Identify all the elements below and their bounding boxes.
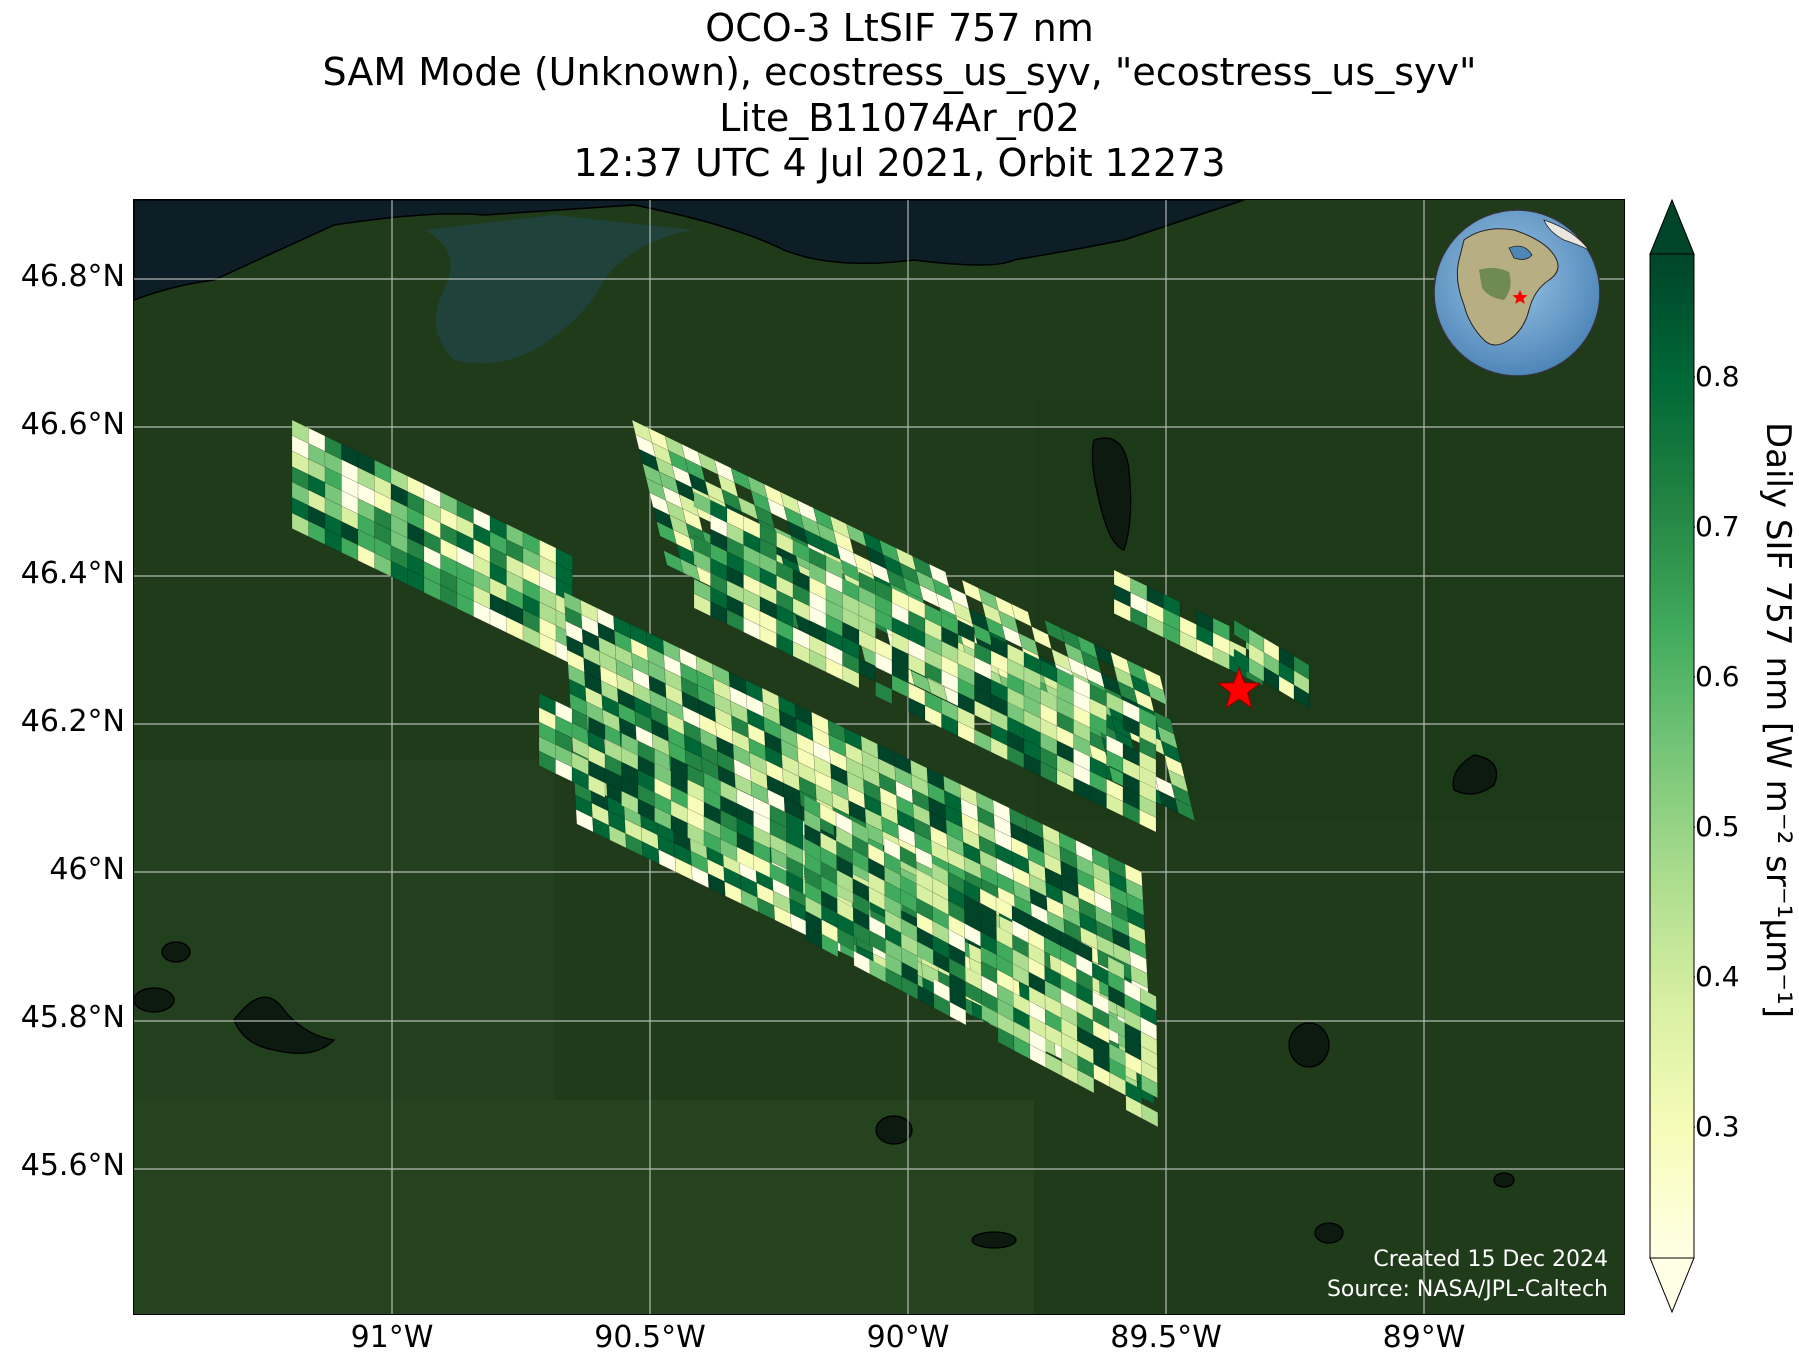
title-line-4: 12:37 UTC 4 Jul 2021, Orbit 12273: [573, 141, 1226, 185]
globe-hudson-bay: [1508, 245, 1533, 260]
sif-cell: [821, 933, 839, 958]
sif-cell: [949, 1001, 967, 1026]
colorbar-tick: 0.6: [1695, 660, 1740, 693]
lat-label: 45.6°N: [20, 1148, 125, 1183]
lat-label: 46.6°N: [20, 407, 125, 442]
sif-cell: [1293, 684, 1310, 709]
credit-created: Created 15 Dec 2024: [1373, 1247, 1608, 1272]
title-line-2: SAM Mode (Unknown), ecostress_us_syv, "e…: [322, 50, 1477, 94]
colorbar-label: Daily SIF 757 nm [W m⁻² sr⁻¹μm⁻¹]: [1758, 421, 1798, 1019]
title-line-3: Lite_B11074Ar_r02: [719, 96, 1080, 140]
sif-cell: [1139, 707, 1157, 731]
lake-superior: [134, 200, 1245, 301]
sif-cell: [1143, 667, 1164, 691]
lon-label: 90°W: [866, 1320, 950, 1355]
lat-label: 46.4°N: [20, 556, 125, 591]
sif-cell: [1141, 1074, 1158, 1099]
colorbar-tick: 0.7: [1695, 510, 1740, 543]
credit-source: Source: NASA/JPL-Caltech: [1326, 1277, 1608, 1302]
globe-greenland: [1543, 219, 1590, 251]
colorbar-tick: 0.5: [1695, 810, 1740, 843]
colorbar-tick: 0.8: [1695, 360, 1740, 393]
globe-forest-area: [1479, 267, 1511, 300]
graticule: [134, 200, 1624, 1314]
colorbar-min-extend: [1649, 1257, 1695, 1313]
title-line-1: OCO-3 LtSIF 757 nm: [705, 6, 1094, 50]
map-canvas[interactable]: [134, 200, 1624, 1314]
lon-label: 91°W: [350, 1320, 434, 1355]
sif-cell: [1011, 603, 1032, 627]
sif-cell: [1141, 1103, 1159, 1128]
red-star-icon: [1216, 666, 1262, 709]
colorbar-max-extend: [1649, 199, 1695, 255]
colorbar: [1649, 199, 1695, 1313]
lat-label: 46°N: [49, 852, 125, 887]
sif-cell: [588, 774, 606, 798]
sif-cell: [1077, 1069, 1095, 1094]
colorbar-tick: 0.4: [1695, 960, 1740, 993]
lat-label: 46.2°N: [20, 704, 125, 739]
lake-shallows: [424, 215, 694, 364]
sif-cell: [928, 563, 950, 587]
sif-cell: [825, 555, 843, 579]
colorbar-tick: 0.3: [1695, 1110, 1740, 1143]
map-panel[interactable]: Created 15 Dec 2024 Source: NASA/JPL-Cal…: [133, 199, 1625, 1315]
sif-cell: [957, 619, 975, 643]
colorbar-gradient: [1649, 253, 1695, 1259]
lon-label: 90.5°W: [594, 1320, 706, 1355]
inset-globe: [1433, 209, 1601, 377]
sif-footprints: [291, 419, 1310, 1128]
red-star-icon: [1512, 290, 1528, 304]
lat-label: 45.8°N: [20, 1000, 125, 1035]
lon-label: 89°W: [1382, 1320, 1466, 1355]
lat-label: 46.8°N: [20, 259, 125, 294]
lon-label: 89.5°W: [1110, 1320, 1222, 1355]
